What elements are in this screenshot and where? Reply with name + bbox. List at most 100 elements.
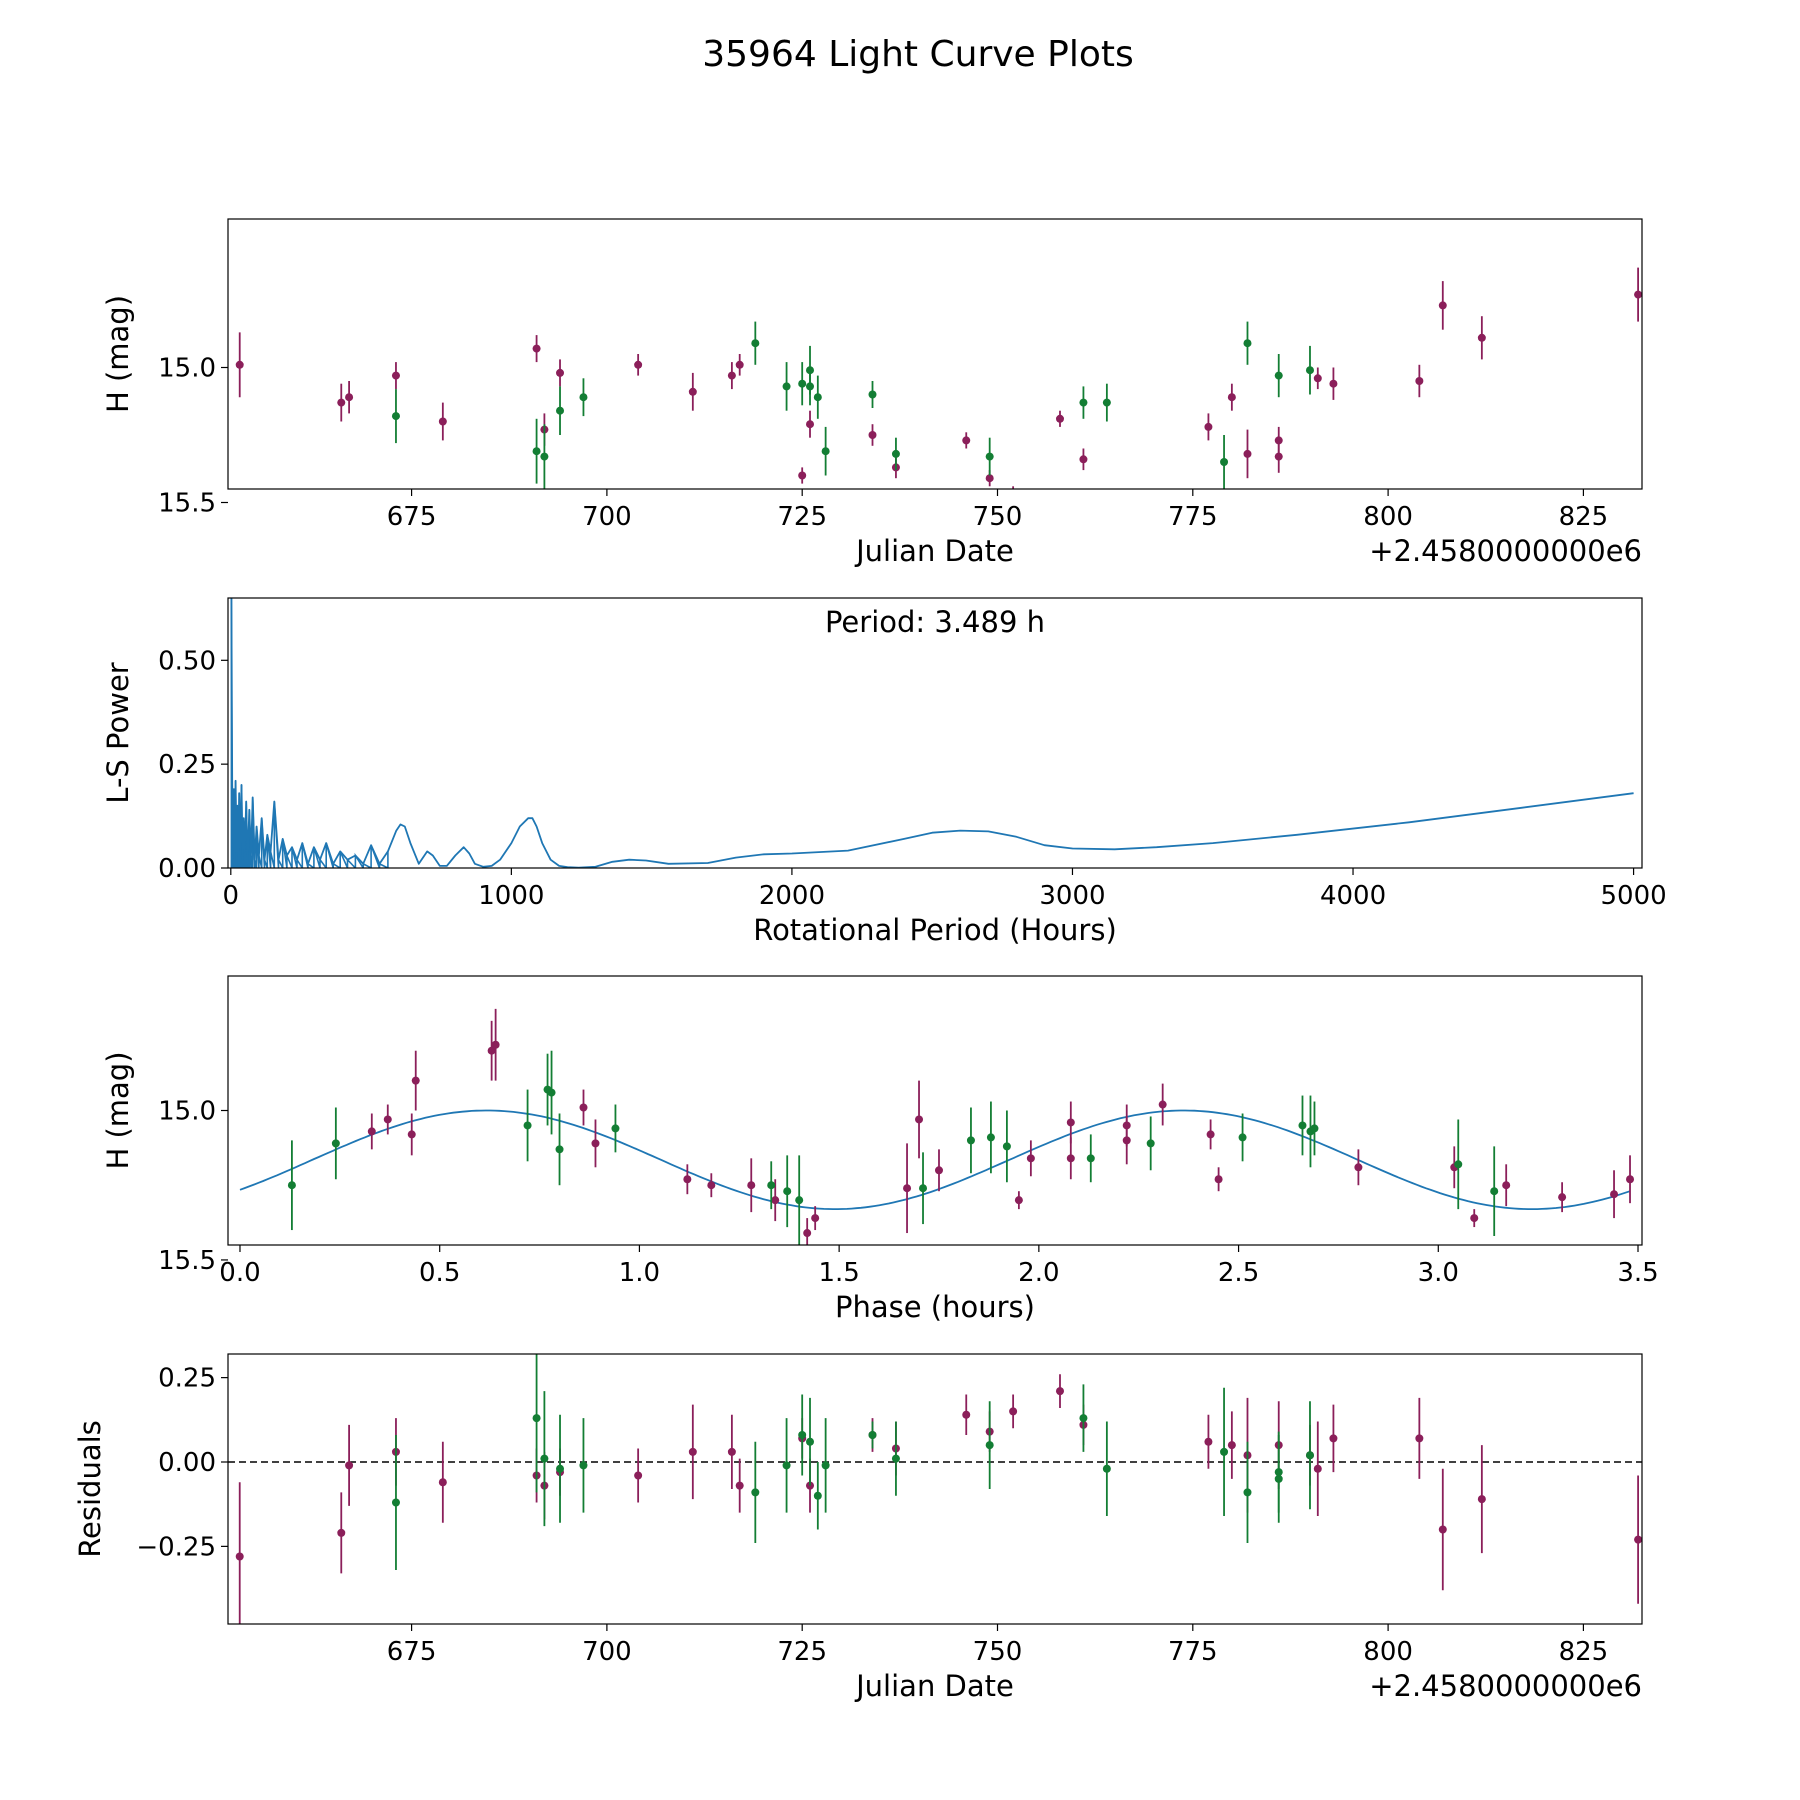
data-point bbox=[919, 1184, 928, 1193]
data-point bbox=[986, 1133, 995, 1142]
data-point bbox=[1243, 339, 1252, 348]
data-point bbox=[555, 1145, 564, 1154]
data-point bbox=[438, 1478, 447, 1487]
data-point bbox=[1415, 1434, 1424, 1443]
data-point bbox=[688, 1447, 697, 1456]
data-point bbox=[806, 420, 815, 429]
y-tick-label: 15.5 bbox=[158, 1246, 216, 1276]
data-point bbox=[1490, 1187, 1499, 1196]
data-point bbox=[407, 1130, 416, 1139]
y-tick-label: 0.00 bbox=[158, 1448, 216, 1478]
data-point bbox=[337, 398, 346, 407]
y-axis-label: H (mag) bbox=[101, 295, 135, 413]
x-tick-label: 0 bbox=[223, 881, 240, 911]
data-point bbox=[891, 449, 900, 458]
x-tick-label: 825 bbox=[1559, 1637, 1609, 1667]
data-point bbox=[491, 1040, 500, 1049]
data-point bbox=[235, 1552, 244, 1561]
data-point bbox=[1305, 1451, 1314, 1460]
data-point bbox=[383, 1115, 392, 1124]
data-point bbox=[795, 1196, 804, 1205]
data-point bbox=[331, 1139, 340, 1148]
y-tick-label: 0.25 bbox=[158, 1364, 216, 1394]
x-tick-label: 775 bbox=[1168, 502, 1218, 532]
data-point bbox=[747, 1181, 756, 1190]
y-axis-label: Residuals bbox=[73, 1420, 107, 1558]
data-point bbox=[1238, 1133, 1247, 1142]
x-tick-label: 3000 bbox=[1039, 881, 1105, 911]
data-point bbox=[1014, 1196, 1023, 1205]
data-point bbox=[1220, 458, 1229, 466]
plot-frame bbox=[227, 218, 1643, 490]
data-point bbox=[1243, 449, 1252, 458]
y-tick-label: 15.0 bbox=[158, 354, 216, 384]
data-point bbox=[782, 382, 791, 391]
plot-frame bbox=[227, 1353, 1643, 1625]
data-point bbox=[735, 1481, 744, 1490]
figure-title: 35964 Light Curve Plots bbox=[702, 34, 1134, 75]
y-axis-label: L-S Power bbox=[101, 662, 135, 803]
x-tick-label: 700 bbox=[582, 1637, 632, 1667]
data-point bbox=[811, 1214, 820, 1223]
data-point bbox=[532, 344, 541, 353]
data-point bbox=[556, 406, 565, 415]
data-point bbox=[1079, 1414, 1088, 1423]
data-point bbox=[391, 412, 400, 421]
plot-frame bbox=[227, 975, 1643, 1246]
y-tick-label: −0.25 bbox=[136, 1532, 216, 1562]
x-tick-label: 4000 bbox=[1320, 881, 1386, 911]
data-point bbox=[345, 1461, 354, 1470]
y-tick-label: 0.50 bbox=[158, 646, 216, 676]
plot-area bbox=[235, 267, 1642, 489]
data-point bbox=[1204, 422, 1213, 431]
x-axis-label: Rotational Period (Hours) bbox=[753, 913, 1117, 947]
data-point bbox=[611, 1124, 620, 1133]
data-point bbox=[391, 1498, 400, 1507]
x-tick-label: 2000 bbox=[759, 881, 825, 911]
data-point bbox=[337, 1528, 346, 1537]
x-tick-label: 775 bbox=[1168, 1637, 1218, 1667]
data-point bbox=[1310, 1124, 1319, 1133]
data-point bbox=[891, 1454, 900, 1463]
data-point bbox=[1227, 393, 1236, 402]
data-point bbox=[1329, 379, 1338, 388]
data-point bbox=[767, 1181, 776, 1190]
plot-area bbox=[228, 1354, 1642, 1624]
data-point bbox=[1313, 374, 1322, 383]
data-point bbox=[579, 1103, 588, 1112]
data-point bbox=[579, 1461, 588, 1470]
data-point bbox=[1086, 1154, 1095, 1163]
data-point bbox=[345, 393, 354, 402]
data-point bbox=[1146, 1139, 1155, 1148]
x-tick-label: 725 bbox=[777, 502, 827, 532]
x-tick-label: 725 bbox=[777, 1637, 827, 1667]
data-point bbox=[1227, 1441, 1236, 1450]
data-point bbox=[1066, 1118, 1075, 1127]
data-point bbox=[1610, 1190, 1619, 1199]
data-point bbox=[579, 393, 588, 402]
data-point bbox=[813, 1491, 822, 1500]
data-point bbox=[556, 368, 565, 377]
data-point bbox=[411, 1076, 420, 1085]
data-point bbox=[798, 379, 807, 388]
data-point bbox=[367, 1127, 376, 1136]
data-point bbox=[806, 366, 815, 375]
data-point bbox=[751, 339, 760, 348]
y-axis-label: H (mag) bbox=[101, 1051, 135, 1169]
data-point bbox=[391, 371, 400, 380]
x-tick-label: 3.0 bbox=[1418, 1258, 1459, 1288]
x-tick-label: 2.0 bbox=[1018, 1258, 1059, 1288]
data-point bbox=[1305, 366, 1314, 375]
plot-area bbox=[239, 1008, 1635, 1245]
data-point bbox=[1274, 436, 1283, 445]
data-point bbox=[727, 1447, 736, 1456]
data-point bbox=[798, 1431, 807, 1439]
data-point bbox=[1558, 1193, 1567, 1202]
plot-frame bbox=[227, 597, 1643, 869]
data-point bbox=[985, 1441, 994, 1450]
data-point bbox=[751, 1488, 760, 1497]
data-point bbox=[1274, 452, 1283, 461]
data-point bbox=[438, 417, 447, 426]
data-point bbox=[1002, 1142, 1011, 1151]
x-tick-label: 800 bbox=[1363, 1637, 1413, 1667]
